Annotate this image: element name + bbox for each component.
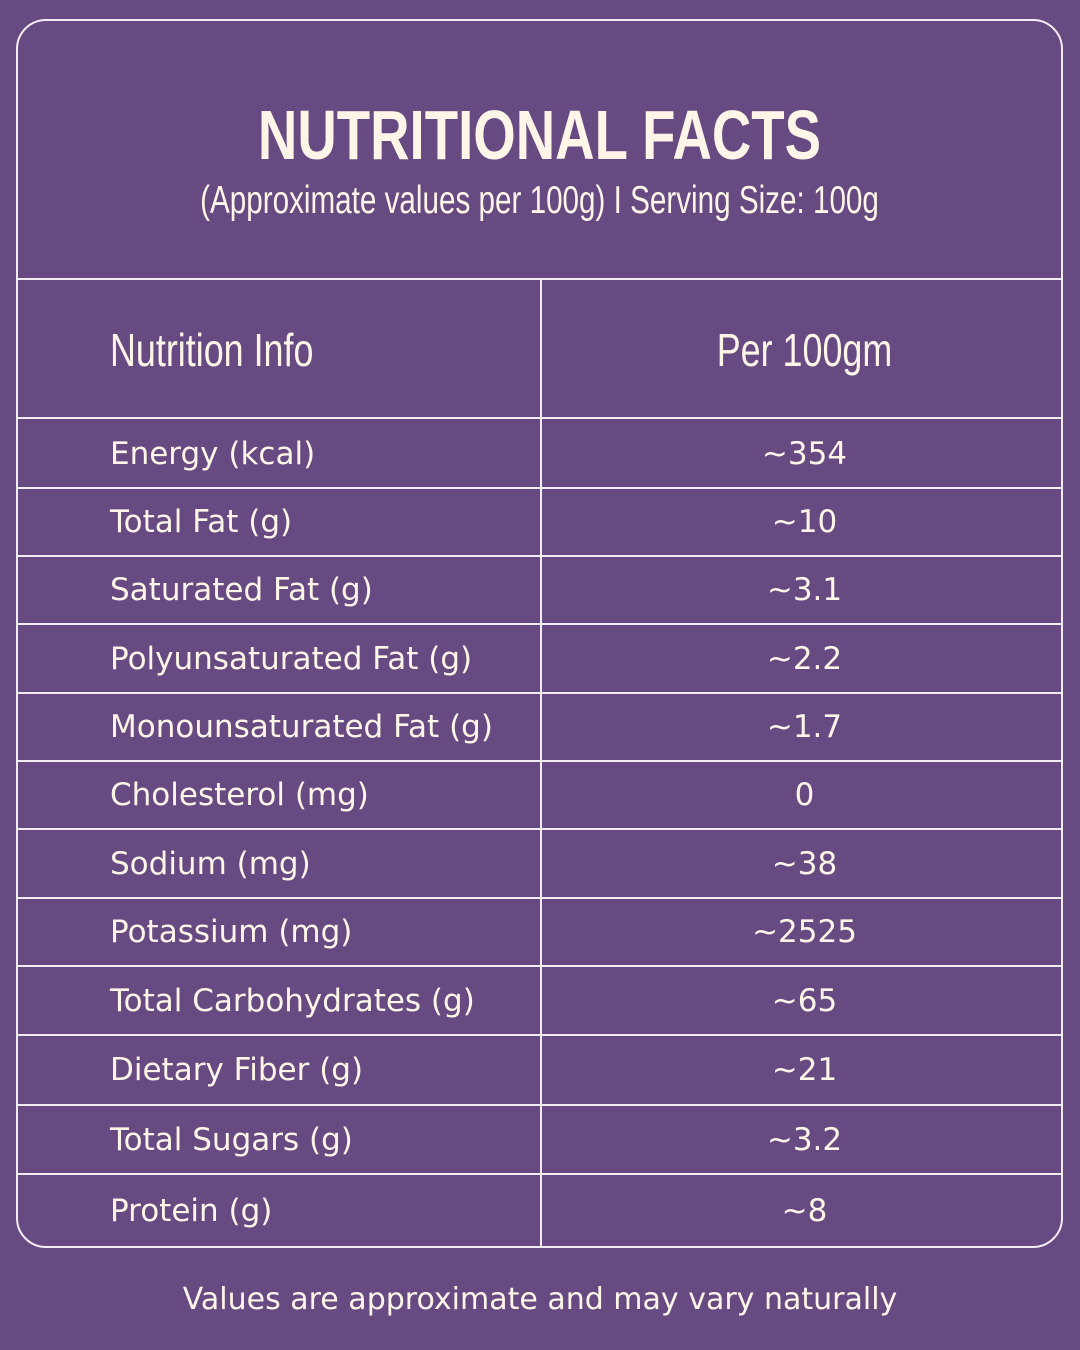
table-row: Dietary Fiber (g) ~21	[18, 1035, 1061, 1105]
row-divider	[18, 828, 1061, 830]
row-divider	[18, 487, 1061, 489]
row-divider	[18, 965, 1061, 967]
row-divider	[18, 623, 1061, 625]
row-divider	[18, 1104, 1061, 1106]
table-row: Total Sugars (g) ~3.2	[18, 1105, 1061, 1174]
nutrition-table: Nutrition Info Per 100gm Energy (kcal) ~3…	[18, 280, 1061, 1246]
nutrient-value: ~65	[771, 982, 838, 1019]
nutrient-label: Total Carbohydrates (g)	[110, 982, 475, 1019]
nutrient-value: ~2525	[752, 914, 857, 950]
column-header-nutrition-info: Nutrition Info	[110, 323, 314, 376]
table-row: Total Carbohydrates (g) ~65	[18, 966, 1061, 1035]
nutrition-header: NUTRITIONAL FACTS (Approximate values pe…	[18, 21, 1061, 280]
nutrient-value: ~354	[761, 435, 848, 472]
nutrient-label: Polyunsaturated Fat (g)	[110, 640, 473, 677]
nutrient-label: Saturated Fat (g)	[110, 572, 373, 608]
row-divider	[18, 897, 1061, 899]
nutrient-value: ~38	[771, 845, 838, 882]
table-row: Monounsaturated Fat (g) ~1.7	[18, 693, 1061, 761]
footnote: Values are approximate and may vary natu…	[182, 1282, 898, 1317]
nutrient-label: Total Fat (g)	[110, 504, 293, 540]
row-divider	[18, 555, 1061, 557]
nutrient-label: Sodium (mg)	[110, 845, 311, 882]
nutrient-value: ~3.2	[766, 1121, 843, 1158]
table-row: Sodium (mg) ~38	[18, 829, 1061, 898]
nutrient-label: Potassium (mg)	[110, 914, 353, 950]
table-row: Energy (kcal) ~354	[18, 419, 1061, 488]
table-row: Saturated Fat (g) ~3.1	[18, 556, 1061, 624]
nutrient-value: ~10	[771, 504, 838, 540]
nutrient-value: ~1.7	[766, 709, 843, 745]
row-divider	[18, 1034, 1061, 1036]
table-row: Protein (g) ~8	[18, 1174, 1061, 1246]
table-row: Potassium (mg) ~2525	[18, 898, 1061, 966]
column-header-per-100gm: Per 100gm	[716, 323, 893, 376]
nutrient-label: Monounsaturated Fat (g)	[110, 709, 493, 745]
table-header-row: Nutrition Info Per 100gm	[18, 280, 1061, 419]
nutrient-value: ~8	[781, 1193, 828, 1229]
table-row: Total Fat (g) ~10	[18, 488, 1061, 556]
nutrient-value: 0	[794, 777, 815, 813]
nutrient-label: Cholesterol (mg)	[110, 777, 369, 813]
nutrient-label: Energy (kcal)	[110, 435, 316, 472]
page-subtitle: (Approximate values per 100g) I Serving …	[200, 179, 879, 222]
nutrient-label: Protein (g)	[110, 1193, 273, 1229]
row-divider	[18, 692, 1061, 694]
page-title: NUTRITIONAL FACTS	[257, 96, 822, 174]
column-divider	[540, 280, 542, 1246]
row-divider	[18, 417, 1061, 419]
row-divider	[18, 1173, 1061, 1175]
nutrient-label: Dietary Fiber (g)	[110, 1052, 364, 1088]
nutrient-label: Total Sugars (g)	[110, 1121, 353, 1158]
nutrient-value: ~21	[771, 1052, 838, 1088]
nutrient-value: ~3.1	[766, 572, 843, 608]
nutrition-card: NUTRITIONAL FACTS (Approximate values pe…	[16, 19, 1063, 1248]
table-row: Cholesterol (mg) 0	[18, 761, 1061, 829]
nutrient-value: ~2.2	[766, 640, 843, 677]
table-row: Polyunsaturated Fat (g) ~2.2	[18, 624, 1061, 693]
row-divider	[18, 760, 1061, 762]
